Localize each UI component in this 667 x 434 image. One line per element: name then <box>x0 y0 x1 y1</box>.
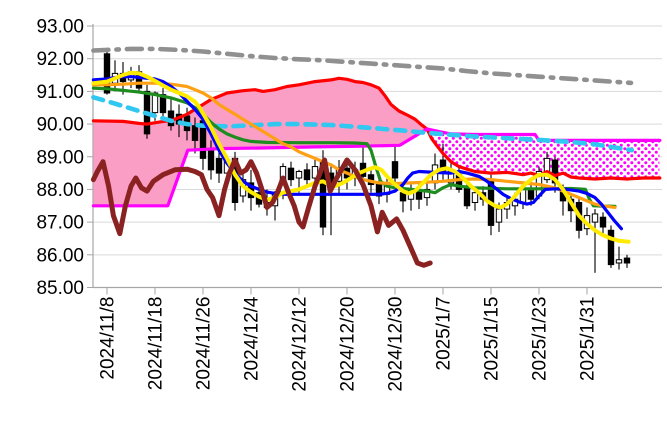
cloud-bottom-magenta-line <box>91 127 662 208</box>
x-axis-label: 2024/11/8 <box>98 297 119 380</box>
candle-down <box>191 125 199 141</box>
candle-down <box>103 53 111 94</box>
y-axis-labels: 93.00 92.00 91.00 90.00 89.00 88.00 87.00 86.00… <box>36 17 84 300</box>
x-axis-label: 2025/1/7 <box>434 297 455 371</box>
line-blue-line <box>91 75 623 231</box>
candle-down <box>207 149 215 171</box>
x-axis-label: 2025/1/15 <box>482 297 503 382</box>
line-yellow-line <box>91 70 631 244</box>
candle-down <box>623 257 631 264</box>
candle-up <box>295 170 303 179</box>
candle-up <box>423 188 431 199</box>
line-orange-line <box>91 81 617 209</box>
x-axis-label: 2025/1/23 <box>530 297 551 382</box>
x-axis-label: 2024/12/20 <box>338 297 359 392</box>
y-axis-label: 91.00 <box>36 82 84 103</box>
candle-down <box>415 190 423 200</box>
candle-up <box>591 213 599 223</box>
y-axis-label: 85.00 <box>36 278 84 299</box>
candle-down <box>463 187 471 207</box>
y-axis-label: 86.00 <box>36 245 84 266</box>
candle-down <box>303 169 311 181</box>
candle-down <box>215 157 223 174</box>
y-axis-label: 88.00 <box>36 180 84 201</box>
cloud-top-red-line <box>91 76 662 181</box>
x-axis-label: 2024/11/26 <box>194 297 215 391</box>
y-axis-label: 87.00 <box>36 213 84 234</box>
x-axis-label: 2024/12/30 <box>386 297 407 392</box>
x-axis-labels: 2024/11/8 2024/11/18 2024/11/26 2024/12/4 20… <box>98 296 599 392</box>
lagging-darkred-line <box>90 157 433 268</box>
x-axis-label: 2024/11/18 <box>146 297 167 391</box>
y-axis-label: 92.00 <box>36 49 84 70</box>
candle-up <box>495 208 503 223</box>
candle-up <box>543 157 551 181</box>
candle-down <box>287 167 295 181</box>
x-axis-label: 2024/12/4 <box>242 296 263 381</box>
candle-up <box>471 192 479 204</box>
y-axis-label: 93.00 <box>36 17 84 38</box>
y-axis-label: 89.00 <box>36 147 84 168</box>
x-axis-label: 2024/12/12 <box>290 297 311 392</box>
y-axis-label: 90.00 <box>36 115 84 136</box>
candle-down <box>527 188 535 200</box>
candle-down <box>391 161 399 179</box>
ma-gray-dashdot-line <box>91 46 634 86</box>
candle-up <box>615 259 623 264</box>
candle-down <box>551 159 559 184</box>
candle-down <box>607 229 615 266</box>
x-axis-label: 2025/1/31 <box>578 297 599 382</box>
ma-cyan-dashed-line <box>91 95 635 153</box>
candle-down <box>599 216 607 228</box>
